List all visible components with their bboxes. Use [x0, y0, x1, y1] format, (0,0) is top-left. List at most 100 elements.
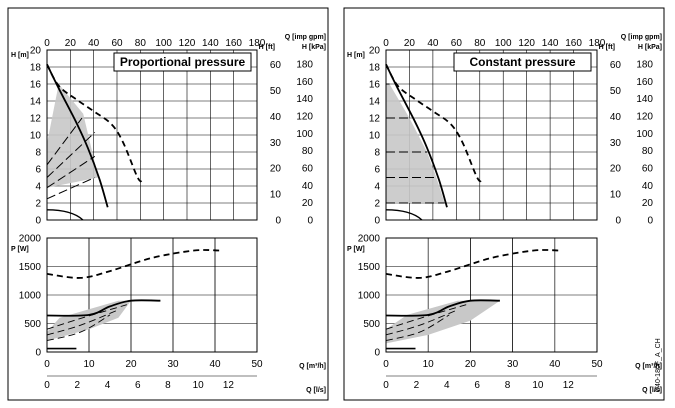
operating-region	[386, 84, 445, 203]
min-speed-curve	[385, 209, 423, 221]
head-m-tick-label: 4	[35, 182, 41, 193]
flow-m3h-tick-label: 0	[44, 359, 50, 370]
head-kpa-tick-label: 0	[307, 216, 313, 227]
head-ft-tick-label: 30	[610, 138, 622, 149]
flow-imp-tick-label: 0	[44, 38, 50, 49]
power-control-curve	[46, 314, 111, 342]
head-kpa-tick-label: 160	[636, 77, 653, 88]
head-ft-tick-label: 60	[270, 60, 282, 71]
power-tick-label: 500	[363, 319, 380, 330]
flow-ls-tick-label: 12	[563, 380, 575, 391]
head-m-tick-label: 8	[374, 148, 380, 159]
head-m-tick-label: 14	[369, 97, 381, 108]
flow-ls-tick-label: 6	[474, 380, 480, 391]
flow-ls-tick-label: 8	[505, 380, 511, 391]
flow-ls-tick-label: 2	[74, 380, 80, 391]
head-kpa-tick-label: 180	[296, 60, 313, 71]
flow-imp-tick-label: 100	[155, 38, 172, 49]
head-ft-tick-label: 60	[610, 60, 622, 71]
head-kpa-tick-label: 140	[296, 94, 313, 105]
flow-ls-axis-label: Q [l/s]	[642, 387, 662, 394]
head-ft-axis-label: H [ft]	[599, 44, 615, 51]
flow-imp-tick-label: 180	[249, 38, 266, 49]
head-kpa-tick-label: 60	[642, 164, 654, 175]
flow-imp-tick-label: 140	[202, 38, 219, 49]
head-kpa-tick-label: 120	[296, 112, 313, 123]
control-curve	[46, 132, 96, 178]
head-m-tick-label: 18	[369, 63, 381, 74]
flow-m3h-axis-label: Q [m³/h]	[635, 363, 662, 370]
power-tick-label: 500	[24, 319, 41, 330]
flow-imp-tick-label: 60	[451, 38, 463, 49]
wide-power-curve	[385, 249, 560, 279]
power-control-curve	[385, 309, 458, 336]
head-m-tick-label: 20	[369, 46, 381, 57]
flow-imp-tick-label: 80	[135, 38, 147, 49]
head-kpa-tick-label: 100	[636, 129, 653, 140]
flow-m3h-tick-label: 50	[251, 359, 263, 370]
flow-imp-tick-label: 60	[111, 38, 123, 49]
power-control-curve	[385, 314, 450, 342]
control-curve	[46, 155, 96, 189]
head-kpa-tick-label: 160	[296, 77, 313, 88]
head-ft-tick-label: 0	[615, 216, 621, 227]
head-m-tick-label: 12	[369, 114, 381, 125]
power-tick-label: 1500	[358, 262, 381, 273]
head-kpa-tick-label: 20	[642, 198, 654, 209]
head-m-tick-label: 0	[35, 216, 41, 227]
power-tick-label: 1000	[358, 291, 381, 302]
max-power-curve	[385, 299, 500, 317]
flow-m3h-tick-label: 50	[591, 359, 603, 370]
head-kpa-axis-label: H [kPa]	[302, 44, 326, 51]
power-plot-frame	[385, 237, 598, 353]
title-box-frame	[453, 52, 592, 72]
flow-ls-tick-label: 12	[223, 380, 235, 391]
wide-range-curve	[46, 63, 143, 183]
wide-range-curve	[385, 63, 482, 183]
flow-m3h-tick-label: 20	[465, 359, 477, 370]
power-tick-label: 2000	[358, 234, 381, 245]
flow-ls-tick-label: 6	[135, 380, 141, 391]
head-kpa-tick-label: 100	[296, 129, 313, 140]
head-m-tick-label: 16	[30, 80, 42, 91]
head-chart: Proportional pressure02468101214161820H …	[11, 34, 326, 227]
head-m-tick-label: 14	[30, 97, 42, 108]
flow-imp-tick-label: 120	[518, 38, 535, 49]
head-m-tick-label: 6	[374, 165, 380, 176]
flow-imp-tick-label: 100	[495, 38, 512, 49]
max-speed-curve	[385, 63, 448, 208]
head-kpa-tick-label: 0	[647, 216, 653, 227]
power-region	[47, 300, 131, 341]
power-tick-label: 1500	[19, 262, 42, 273]
flow-m3h-tick-label: 10	[83, 359, 95, 370]
head-kpa-axis-label: H [kPa]	[638, 44, 662, 51]
flow-ls-tick-label: 10	[193, 380, 205, 391]
flow-m3h-tick-label: 30	[507, 359, 519, 370]
head-m-tick-label: 2	[374, 199, 380, 210]
wide-power-curve	[46, 249, 220, 279]
flow-imp-axis-label: Q [imp gpm]	[621, 34, 662, 41]
power-control-curve	[385, 304, 467, 330]
control-curve	[46, 117, 83, 166]
power-plot-frame	[46, 237, 258, 353]
head-kpa-tick-label: 40	[642, 181, 654, 192]
flow-imp-tick-label: 80	[474, 38, 486, 49]
operating-region	[47, 84, 99, 188]
flow-imp-tick-label: 140	[542, 38, 559, 49]
flow-m3h-tick-label: 40	[209, 359, 221, 370]
head-kpa-tick-label: 40	[302, 181, 314, 192]
head-m-tick-label: 20	[30, 46, 42, 57]
flow-imp-tick-label: 120	[179, 38, 196, 49]
flow-m3h-tick-label: 0	[383, 359, 389, 370]
flow-ls-axis-label: Q [l/s]	[306, 387, 326, 394]
flow-ls-tick-label: 2	[414, 380, 420, 391]
flow-m3h-tick-label: 40	[549, 359, 561, 370]
flow-m3h-tick-label: 20	[125, 359, 137, 370]
power-control-curve	[46, 309, 119, 336]
flow-m3h-tick-label: 30	[167, 359, 179, 370]
title-box-frame	[113, 52, 252, 72]
head-ft-tick-label: 20	[270, 164, 282, 175]
head-kpa-tick-label: 180	[636, 60, 653, 71]
flow-ls-tick-label: 8	[165, 380, 171, 391]
